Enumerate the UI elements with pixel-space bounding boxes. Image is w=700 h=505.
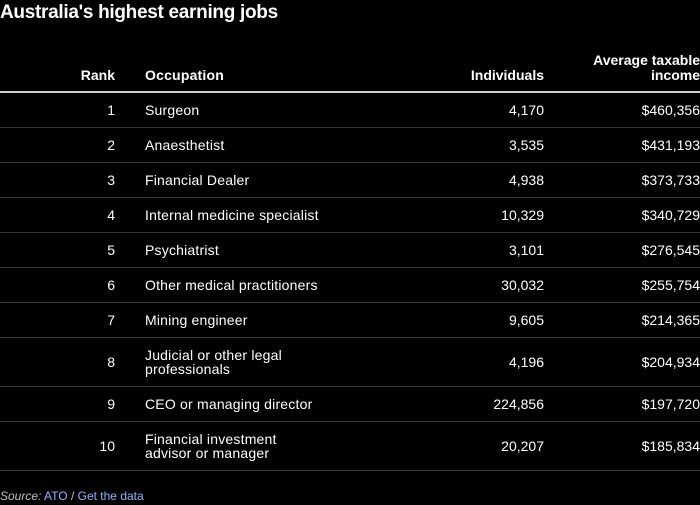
cell-rank: 3: [0, 162, 117, 198]
table-row: 8 Judicial or other legal professionals …: [0, 337, 700, 387]
table-row: 2 Anaesthetist 3,535 $431,193: [0, 127, 700, 163]
cell-rank: 8: [0, 337, 117, 387]
table-header-row: Rank Occupation Individuals Average taxa…: [0, 43, 700, 93]
cell-individuals: 224,856: [323, 386, 546, 422]
table-row: 9 CEO or managing director 224,856 $197,…: [0, 386, 700, 422]
cell-individuals: 4,938: [323, 162, 546, 198]
cell-occupation: Financial Dealer: [117, 162, 323, 198]
table-row: 10 Financial investment advisor or manag…: [0, 421, 700, 471]
cell-occupation: Mining engineer: [117, 302, 323, 338]
cell-income: $276,545: [546, 232, 700, 268]
cell-income: $431,193: [546, 127, 700, 163]
cell-occupation: Anaesthetist: [117, 127, 323, 163]
cell-individuals: 10,329: [323, 197, 546, 233]
column-header-individuals[interactable]: Individuals: [323, 43, 546, 93]
column-header-rank[interactable]: Rank: [0, 43, 117, 93]
table-row: 5 Psychiatrist 3,101 $276,545: [0, 232, 700, 268]
cell-rank: 4: [0, 197, 117, 233]
cell-individuals: 30,032: [323, 267, 546, 303]
cell-occupation: Internal medicine specialist: [117, 197, 323, 233]
cell-individuals: 4,196: [323, 337, 546, 387]
column-header-income[interactable]: Average taxable income: [546, 43, 700, 93]
table-row: 3 Financial Dealer 4,938 $373,733: [0, 162, 700, 198]
cell-occupation: Financial investment advisor or manager: [117, 421, 323, 471]
cell-income: $197,720: [546, 386, 700, 422]
cell-rank: 10: [0, 421, 117, 471]
cell-rank: 5: [0, 232, 117, 268]
earnings-table: Rank Occupation Individuals Average taxa…: [0, 43, 700, 471]
cell-individuals: 3,535: [323, 127, 546, 163]
cell-rank: 2: [0, 127, 117, 163]
cell-occupation: Psychiatrist: [117, 232, 323, 268]
table-row: 1 Surgeon 4,170 $460,356: [0, 92, 700, 128]
cell-income: $460,356: [546, 92, 700, 128]
cell-income: $340,729: [546, 197, 700, 233]
table-body: 1 Surgeon 4,170 $460,356 2 Anaesthetist …: [0, 92, 700, 471]
source-separator: /: [70, 489, 75, 503]
get-the-data-link[interactable]: Get the data: [77, 489, 144, 503]
cell-occupation: CEO or managing director: [117, 386, 323, 422]
source-link-ato[interactable]: ATO: [44, 489, 68, 503]
cell-rank: 6: [0, 267, 117, 303]
cell-occupation: Judicial or other legal professionals: [117, 337, 323, 387]
table-row: 6 Other medical practitioners 30,032 $25…: [0, 267, 700, 303]
cell-occupation: Surgeon: [117, 92, 323, 128]
cell-income: $214,365: [546, 302, 700, 338]
cell-individuals: 4,170: [323, 92, 546, 128]
cell-individuals: 3,101: [323, 232, 546, 268]
source-label: Source:: [0, 489, 42, 503]
cell-individuals: 20,207: [323, 421, 546, 471]
cell-income: $373,733: [546, 162, 700, 198]
column-header-occupation[interactable]: Occupation: [117, 43, 323, 93]
source-footer: Source: ATO / Get the data: [0, 489, 144, 503]
cell-income: $204,934: [546, 337, 700, 387]
cell-rank: 9: [0, 386, 117, 422]
cell-rank: 7: [0, 302, 117, 338]
chart-title: Australia's highest earning jobs: [0, 2, 278, 23]
cell-occupation: Other medical practitioners: [117, 267, 323, 303]
cell-income: $185,834: [546, 421, 700, 471]
table-row: 7 Mining engineer 9,605 $214,365: [0, 302, 700, 338]
cell-individuals: 9,605: [323, 302, 546, 338]
table-row: 4 Internal medicine specialist 10,329 $3…: [0, 197, 700, 233]
cell-rank: 1: [0, 92, 117, 128]
cell-income: $255,754: [546, 267, 700, 303]
